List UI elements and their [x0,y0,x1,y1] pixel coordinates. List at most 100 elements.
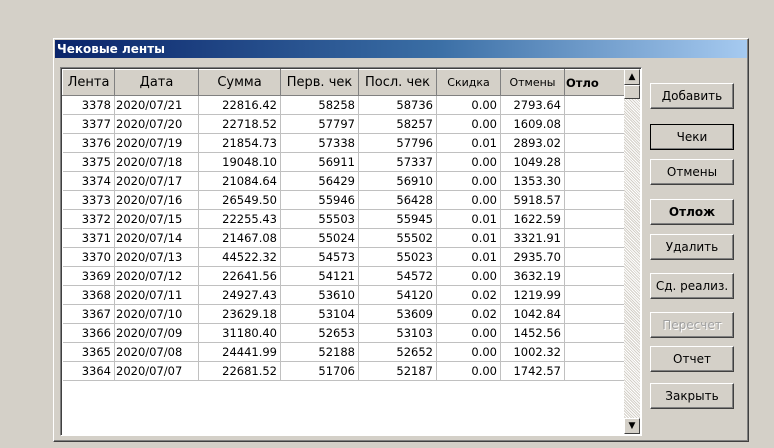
cell-date: 2020/07/16 [114,190,199,210]
cell-discount: 0.02 [436,304,501,324]
cell-tape: 3367 [62,304,115,324]
table-row[interactable]: 3369 2020/07/12 22641.56 54121 54572 0.00 3632… [62,266,625,286]
cell-sum: 31180.40 [198,323,281,343]
table-row[interactable]: 3371 2020/07/14 21467.08 55024 55502 0.01 3321… [62,228,625,248]
table-row[interactable]: 3367 2020/07/10 23629.18 53104 53609 0.02 1042… [62,304,625,324]
cell-postponed [564,171,625,191]
cell-cancellations: 1353.30 [500,171,565,191]
cell-discount: 0.00 [436,152,501,172]
cell-first-check: 56429 [280,171,359,191]
table-row[interactable]: 3364 2020/07/07 22681.52 51706 52187 0.00 1742… [62,361,625,381]
scroll-up-button[interactable]: ▲ [624,69,640,85]
cell-postponed [564,247,625,267]
table-row[interactable]: 3377 2020/07/20 22718.52 57797 58257 0.00 1609… [62,114,625,134]
cell-cancellations: 1049.28 [500,152,565,172]
cell-tape: 3373 [62,190,115,210]
cell-discount: 0.00 [436,95,501,115]
cell-last-check: 54120 [358,285,437,305]
cell-postponed [564,152,625,172]
cell-first-check: 53104 [280,304,359,324]
recalc-button[interactable]: Пересчет [650,312,734,338]
table-row[interactable]: 3373 2020/07/16 26549.50 55946 56428 0.00 5918… [62,190,625,210]
cell-first-check: 53610 [280,285,359,305]
cell-tape: 3364 [62,361,115,381]
table-row[interactable]: 3366 2020/07/09 31180.40 52653 53103 0.00 1452… [62,323,625,343]
cell-discount: 0.00 [436,361,501,381]
cell-cancellations: 3632.19 [500,266,565,286]
postponed-button[interactable]: Отлож [650,199,734,225]
table-row[interactable]: 3372 2020/07/15 22255.43 55503 55945 0.01 1622… [62,209,625,229]
cell-postponed [564,190,625,210]
cell-tape: 3365 [62,342,115,362]
cell-sum: 21467.08 [198,228,281,248]
close-button[interactable]: Закрыть [650,383,734,409]
cell-postponed [564,285,625,305]
cell-postponed [564,133,625,153]
col-header-date[interactable]: Дата [114,69,199,96]
cell-discount: 0.01 [436,133,501,153]
col-header-last-check[interactable]: Посл. чек [358,69,437,96]
arrow-down-icon: ▼ [628,421,636,431]
col-header-postponed[interactable]: Отло [564,69,625,96]
col-header-first-check[interactable]: Перв. чек [280,69,359,96]
cell-last-check: 56428 [358,190,437,210]
cell-first-check: 52188 [280,342,359,362]
cell-last-check: 56910 [358,171,437,191]
cell-discount: 0.01 [436,228,501,248]
cell-last-check: 55945 [358,209,437,229]
delete-button[interactable]: Удалить [650,234,734,260]
cell-date: 2020/07/14 [114,228,199,248]
summary-button[interactable]: Сд. реализ. [650,273,734,299]
cell-date: 2020/07/11 [114,285,199,305]
cell-date: 2020/07/15 [114,209,199,229]
cell-tape: 3366 [62,323,115,343]
table-row[interactable]: 3378 2020/07/21 22816.42 58258 58736 0.00 2793… [62,95,625,115]
cell-first-check: 56911 [280,152,359,172]
cancellations-button[interactable]: Отмены [650,159,734,185]
cell-sum: 44522.32 [198,247,281,267]
cell-last-check: 53103 [358,323,437,343]
cell-date: 2020/07/12 [114,266,199,286]
scroll-down-button[interactable]: ▼ [624,418,640,434]
cell-discount: 0.02 [436,285,501,305]
add-button[interactable]: Добавить [650,83,734,109]
arrow-up-icon: ▲ [628,72,636,82]
window-title: Чековые ленты [55,40,747,58]
cell-sum: 22641.56 [198,266,281,286]
table-row[interactable]: 3374 2020/07/17 21084.64 56429 56910 0.00 1353… [62,171,625,191]
table-row[interactable]: 3370 2020/07/13 44522.32 54573 55023 0.01 2935… [62,247,625,267]
cell-cancellations: 1219.99 [500,285,565,305]
cell-postponed [564,95,625,115]
vertical-scrollbar[interactable]: ▲ ▼ [624,69,640,434]
col-header-discount[interactable]: Скидка [436,69,501,96]
cell-tape: 3374 [62,171,115,191]
col-header-tape[interactable]: Лента [62,69,115,96]
table-row[interactable]: 3365 2020/07/08 24441.99 52188 52652 0.00 1002… [62,342,625,362]
col-header-sum[interactable]: Сумма [198,69,281,96]
cell-discount: 0.00 [436,323,501,343]
cell-first-check: 51706 [280,361,359,381]
cell-postponed [564,323,625,343]
cell-tape: 3368 [62,285,115,305]
scroll-thumb[interactable] [624,85,640,99]
cell-date: 2020/07/20 [114,114,199,134]
table-row[interactable]: 3375 2020/07/18 19048.10 56911 57337 0.00 1049… [62,152,625,172]
report-button[interactable]: Отчет [650,346,734,372]
cell-last-check: 52652 [358,342,437,362]
cell-cancellations: 2793.64 [500,95,565,115]
table-row[interactable]: 3376 2020/07/19 21854.73 57338 57796 0.01 2893… [62,133,625,153]
cell-date: 2020/07/10 [114,304,199,324]
cell-tape: 3371 [62,228,115,248]
cell-tape: 3377 [62,114,115,134]
tapes-grid[interactable]: Лента Дата Сумма Перв. чек Посл. чек Ски… [60,67,642,436]
cell-discount: 0.00 [436,190,501,210]
table-row[interactable]: 3368 2020/07/11 24927.43 53610 54120 0.02 1219… [62,285,625,305]
cell-first-check: 57797 [280,114,359,134]
cell-sum: 22255.43 [198,209,281,229]
cell-postponed [564,361,625,381]
col-header-cancellations[interactable]: Отмены [500,69,565,96]
checks-button[interactable]: Чеки [650,124,734,150]
cell-discount: 0.01 [436,209,501,229]
cell-postponed [564,342,625,362]
cell-cancellations: 1002.32 [500,342,565,362]
